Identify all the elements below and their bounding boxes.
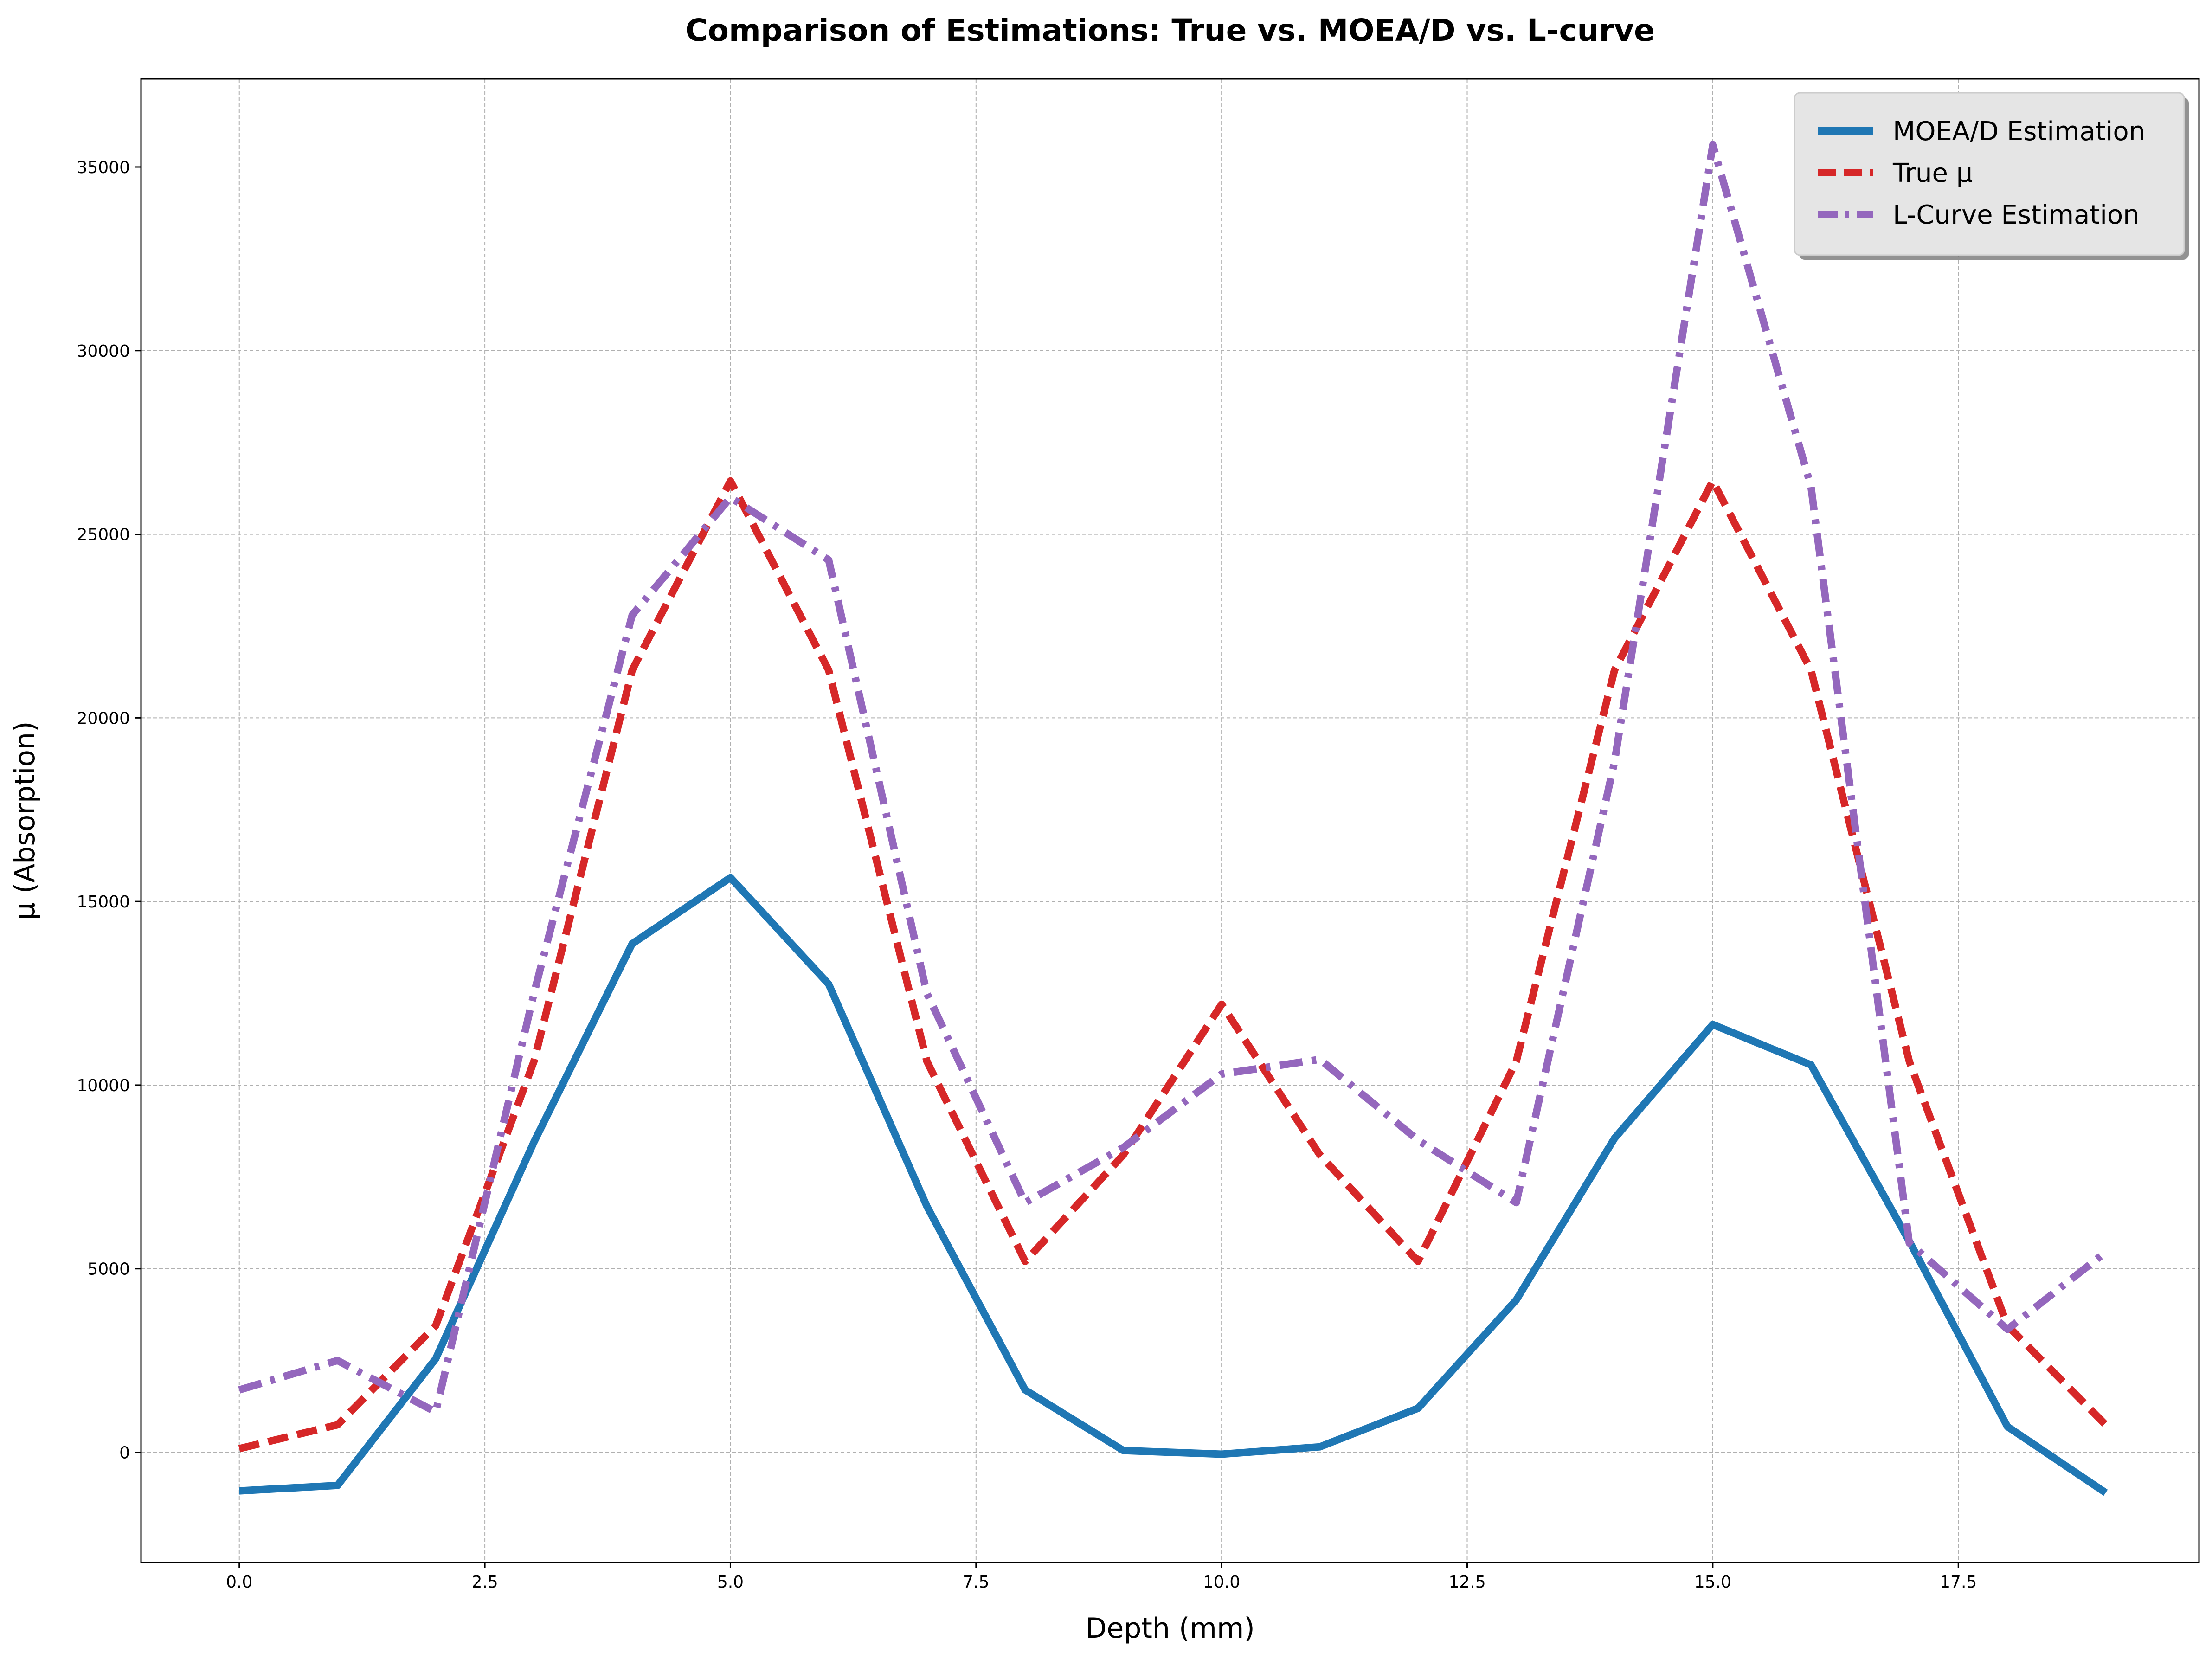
chart-title: Comparison of Estimations: True vs. MOEA… <box>685 13 1655 48</box>
data-point <box>926 993 927 994</box>
series-line-true <box>238 477 2109 1453</box>
data-point <box>1319 1059 1320 1060</box>
y-axis-title: μ (Absorption) <box>9 721 41 920</box>
y-tick-label: 30000 <box>77 342 130 361</box>
y-tick-label: 20000 <box>77 709 130 728</box>
x-tick-label: 10.0 <box>1203 1573 1240 1592</box>
legend-label: L-Curve Estimation <box>1893 200 2140 230</box>
x-tick-label: 0.0 <box>226 1573 252 1592</box>
data-point <box>1123 1147 1124 1148</box>
data-point <box>1123 1450 1124 1451</box>
x-tick-label: 5.0 <box>717 1573 744 1592</box>
data-point <box>1712 1024 1713 1025</box>
axis-ticks: 0.0 2.5 5.0 7.5 10.0 12.5 15.0 17.5 0 5000 10000 15… <box>77 158 1977 1592</box>
y-tick-label: 15000 <box>77 893 130 912</box>
y-tick-label: 25000 <box>77 526 130 545</box>
legend-box <box>1794 92 2185 256</box>
y-tick-label: 0 <box>119 1444 130 1463</box>
data-point <box>730 497 731 498</box>
legend-label: MOEA/D Estimation <box>1893 116 2145 147</box>
y-tick-label: 35000 <box>77 158 130 177</box>
series-layer <box>238 141 2109 1496</box>
x-tick-label: 12.5 <box>1448 1573 1485 1592</box>
data-point <box>337 1360 338 1361</box>
x-tick-label: 15.0 <box>1694 1573 1731 1592</box>
y-tick-label: 10000 <box>77 1076 130 1095</box>
x-tick-label: 17.5 <box>1940 1573 1977 1592</box>
data-point <box>1516 1202 1517 1203</box>
data-point <box>730 877 731 878</box>
x-axis-title: Depth (mm) <box>1085 1612 1255 1645</box>
y-tick-label: 5000 <box>87 1260 130 1279</box>
data-point <box>2105 1492 2106 1493</box>
data-point <box>2105 1252 2106 1253</box>
series-line-moea-d-estimation <box>239 874 2108 1496</box>
plot-frame <box>140 78 2200 1563</box>
x-tick-label: 7.5 <box>963 1573 989 1592</box>
series-line-l-curve-estimation <box>238 141 2108 1416</box>
legend-label: True μ <box>1892 158 1973 188</box>
legend: MOEA/D Estimation True μ L-Curve Estimatio… <box>1794 92 2189 260</box>
data-point <box>926 1206 927 1207</box>
data-point <box>2007 1329 2008 1330</box>
x-tick-label: 2.5 <box>471 1573 498 1592</box>
